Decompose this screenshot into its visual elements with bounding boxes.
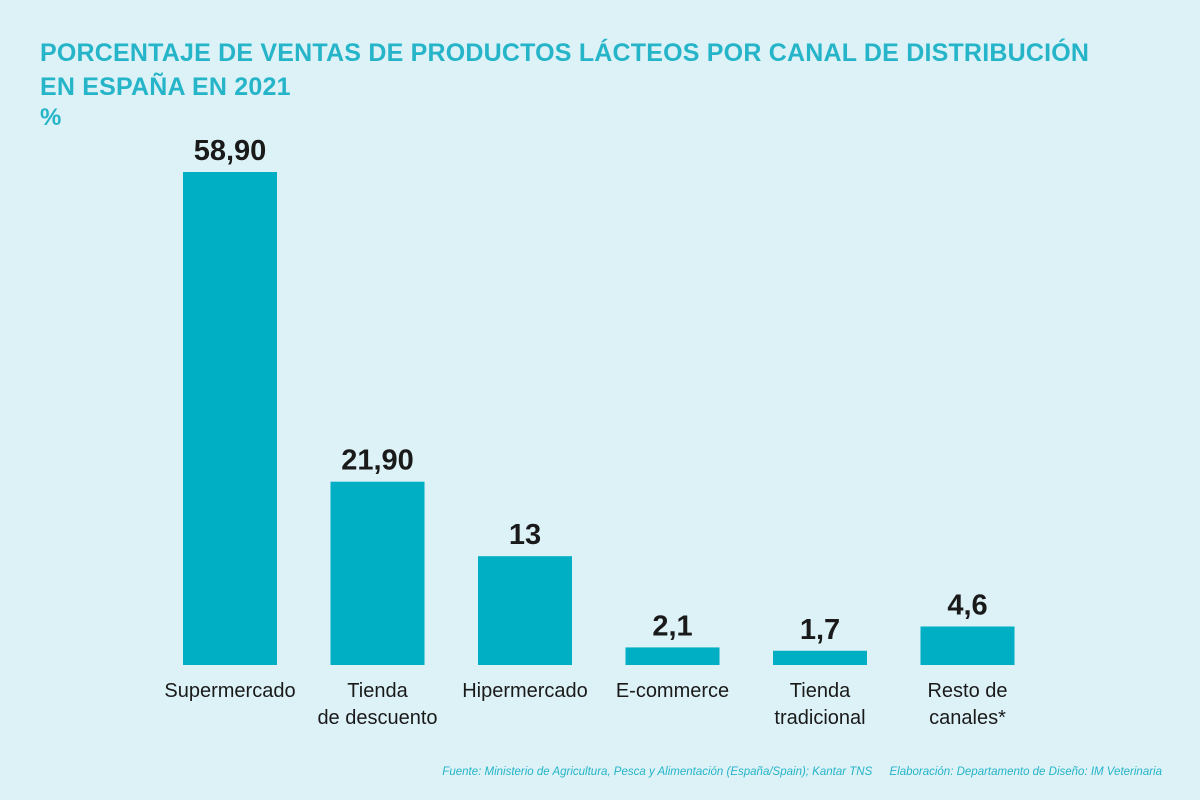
chart-title: PORCENTAJE DE VENTAS DE PRODUCTOS LÁCTEO…	[40, 36, 1089, 104]
category-label-4: Tienda tradicional	[774, 680, 865, 729]
chart-title-line2: EN ESPAÑA EN 2021	[40, 73, 291, 101]
chart-title-line1: PORCENTAJE DE VENTAS DE PRODUCTOS LÁCTEO…	[40, 39, 1090, 67]
value-label-3: 2,1	[652, 610, 692, 642]
value-label-5: 4,6	[947, 589, 987, 621]
unit-label: %	[40, 104, 62, 131]
source-note: Fuente: Ministerio de Agricultura, Pesca…	[442, 766, 1162, 778]
value-label-0: 58,90	[194, 135, 267, 167]
category-label-0: Supermercado	[164, 680, 295, 702]
bar-3	[625, 647, 720, 665]
bar-5	[920, 626, 1015, 665]
bar-0	[183, 172, 277, 665]
source-text: Fuente: Ministerio de Agricultura, Pesca…	[442, 766, 873, 778]
value-label-4: 1,7	[800, 614, 840, 646]
category-label-5: Resto de canales*	[927, 680, 1007, 729]
category-label-2: Hipermercado	[462, 680, 588, 702]
bar-2	[478, 556, 572, 665]
category-label-3: E-commerce	[616, 680, 729, 702]
credit-text: Elaboración: Departamento de Diseño: IM …	[889, 766, 1162, 778]
bar-4	[773, 650, 867, 665]
bar-1	[330, 481, 425, 665]
value-label-2: 13	[509, 519, 541, 551]
category-label-1: Tienda de descuento	[317, 680, 437, 729]
value-label-1: 21,90	[341, 445, 414, 477]
